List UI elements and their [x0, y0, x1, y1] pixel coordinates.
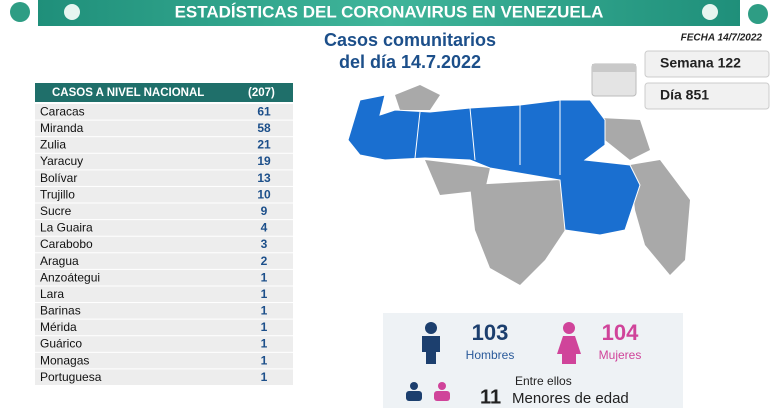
table-row: [35, 120, 293, 137]
state-name: Miranda: [40, 121, 84, 135]
minors-label: Menores de edad: [512, 390, 629, 407]
state-name: Guárico: [40, 337, 82, 351]
state-cases: 58: [257, 121, 271, 135]
virus-icon: [748, 4, 768, 24]
table-row: [35, 269, 293, 286]
state-cases: 13: [257, 171, 271, 185]
minors-count: 11: [480, 386, 501, 408]
state-name: Yaracuy: [40, 154, 83, 168]
men-count: 103: [472, 320, 509, 345]
state-name: Bolívar: [40, 171, 77, 185]
state-name: Zulia: [40, 138, 66, 152]
banner: [38, 0, 740, 26]
state-name: La Guaira: [40, 221, 93, 235]
state-name: Sucre: [40, 204, 72, 218]
table-total: (207): [248, 87, 275, 99]
day: Día 851: [660, 87, 709, 103]
state-cases: 9: [261, 204, 268, 218]
state-name: Portuguesa: [40, 370, 102, 384]
table-row: [35, 303, 293, 319]
table-row: [35, 253, 293, 269]
state-name: Mérida: [40, 320, 77, 334]
state-cases: 1: [261, 270, 268, 284]
title: ESTADÍSTICAS DEL CORONAVIRUS EN VENEZUEL…: [175, 2, 604, 21]
state-cases: 4: [261, 221, 268, 235]
state-cases: 1: [261, 370, 268, 384]
state-name: Monagas: [40, 353, 89, 367]
state-cases: 1: [261, 353, 268, 367]
state-cases: 1: [261, 304, 268, 318]
state-cases: 1: [261, 287, 268, 301]
table-row: [35, 186, 293, 203]
state-name: Trujillo: [40, 187, 75, 201]
table-row: [35, 220, 293, 236]
table-header: [35, 83, 293, 102]
state-cases: 19: [257, 154, 271, 168]
state-cases: 61: [257, 104, 271, 118]
week-box: [644, 50, 770, 78]
state-name: Anzoátegui: [40, 270, 100, 284]
state-cases: 2: [261, 254, 268, 268]
map: [347, 85, 690, 285]
women-label: Mujeres: [599, 348, 642, 362]
state-cases: 10: [257, 187, 271, 201]
women-count: 104: [602, 320, 639, 345]
table-row: [35, 137, 293, 153]
men-label: Hombres: [466, 348, 515, 362]
state-cases: 3: [261, 237, 268, 251]
table-row: [35, 104, 293, 120]
virus-icon: [702, 4, 718, 20]
man-icon: [422, 322, 440, 364]
table-row: [35, 203, 293, 220]
subtitle: del día 14.7.2022: [339, 52, 481, 72]
day-box: [644, 82, 770, 110]
table-title: CASOS A NIVEL NACIONAL: [52, 87, 204, 99]
date: FECHA 14/7/2022: [681, 33, 763, 44]
state-cases: 1: [261, 320, 268, 334]
children-icon: [406, 382, 450, 401]
table-row: [35, 236, 293, 253]
table-row: [35, 153, 293, 170]
state-name: Lara: [40, 287, 64, 301]
table-row: [35, 369, 293, 385]
subtitle: Casos comunitarios: [324, 30, 496, 50]
virus-icon: [10, 2, 30, 22]
table-row: [35, 170, 293, 186]
state-name: Barinas: [40, 304, 81, 318]
calendar-icon: [591, 63, 637, 97]
state-name: Carabobo: [40, 237, 93, 251]
table-row: [35, 319, 293, 336]
state-name: Aragua: [40, 254, 79, 268]
table-row: [35, 336, 293, 352]
table-row: [35, 352, 293, 369]
state-cases: 1: [261, 337, 268, 351]
virus-icon: [64, 4, 80, 20]
state-cases: 21: [257, 138, 271, 152]
week: Semana 122: [660, 55, 741, 71]
table-row: [35, 286, 293, 303]
woman-icon: [557, 322, 581, 364]
state-name: Caracas: [40, 104, 85, 118]
minors-intro: Entre ellos: [515, 374, 572, 388]
